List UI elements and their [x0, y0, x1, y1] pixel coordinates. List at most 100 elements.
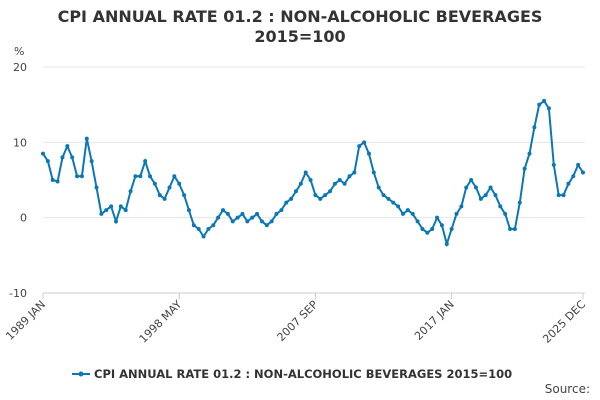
x-tick-label: 2017 JAN: [412, 298, 457, 343]
data-point: [245, 219, 250, 224]
data-point: [221, 208, 225, 213]
data-point: [259, 219, 264, 224]
data-point: [566, 181, 571, 186]
data-point: [298, 181, 303, 186]
data-point: [396, 204, 401, 209]
data-point: [50, 178, 55, 182]
data-point: [556, 193, 561, 198]
data-point: [99, 211, 104, 216]
data-point: [152, 181, 157, 186]
data-point: [347, 174, 352, 179]
data-point: [45, 159, 50, 164]
data-point: [225, 211, 230, 216]
data-point: [342, 181, 347, 186]
data-point: [318, 196, 323, 201]
data-point: [133, 174, 138, 179]
data-point: [118, 204, 123, 209]
data-point: [70, 155, 75, 160]
y-tick-label: 0: [20, 212, 27, 225]
data-point: [289, 196, 294, 201]
data-point: [551, 162, 556, 167]
data-point: [410, 211, 415, 216]
data-point: [376, 185, 381, 190]
data-point: [94, 185, 99, 190]
y-tick-label: 20: [13, 61, 27, 74]
x-tick-label: 2025 DEC: [540, 298, 588, 346]
data-point: [148, 174, 153, 179]
data-point: [439, 223, 444, 228]
data-point: [167, 185, 172, 190]
data-point: [162, 196, 167, 201]
data-point: [352, 170, 357, 175]
data-point: [522, 166, 527, 171]
data-point: [230, 219, 235, 224]
data-point: [113, 219, 118, 224]
data-point: [527, 151, 532, 156]
data-point: [269, 219, 274, 224]
data-point: [415, 219, 420, 224]
data-point: [512, 226, 517, 231]
data-point: [41, 151, 45, 156]
data-point: [274, 211, 279, 216]
data-point: [75, 174, 80, 179]
x-tick-label: 1998 MAY: [137, 298, 185, 346]
data-point: [366, 151, 371, 156]
source: Source:: [545, 382, 590, 396]
data-point: [371, 170, 376, 175]
data-point: [493, 193, 498, 198]
data-point: [143, 159, 148, 164]
data-point: [391, 200, 396, 205]
y-tick-label: -10: [9, 287, 27, 300]
data-point: [454, 211, 459, 216]
data-point: [337, 178, 342, 182]
data-point: [65, 144, 70, 149]
legend-label: CPI ANNUAL RATE 01.2 : NON-ALCOHOLIC BEV…: [94, 367, 512, 381]
data-point: [561, 193, 566, 198]
chart-title: CPI ANNUAL RATE 01.2 : NON-ALCOHOLIC BEV…: [58, 7, 543, 46]
data-point: [483, 193, 488, 198]
data-point: [255, 211, 260, 216]
series-line: [42, 99, 584, 248]
data-point: [293, 189, 298, 194]
data-point: [250, 215, 255, 220]
data-point: [332, 181, 337, 186]
data-point: [542, 98, 547, 103]
data-point: [576, 162, 581, 167]
data-point: [123, 208, 128, 213]
data-point: [138, 174, 143, 179]
data-point: [488, 185, 493, 190]
data-point: [104, 208, 109, 213]
data-point: [459, 204, 464, 209]
data-point: [508, 226, 513, 231]
data-point: [157, 193, 162, 198]
data-point: [362, 140, 367, 145]
y-axis-label: %: [14, 45, 24, 58]
data-point: [478, 196, 483, 201]
data-point: [328, 189, 333, 194]
data-point: [201, 234, 206, 239]
data-point: [546, 106, 551, 111]
data-point: [464, 185, 469, 190]
data-point: [128, 189, 133, 194]
data-point: [425, 230, 430, 235]
data-point: [206, 226, 211, 231]
y-tick-label: 10: [13, 136, 27, 149]
legend-item: CPI ANNUAL RATE 01.2 : NON-ALCOHOLIC BEV…: [72, 367, 512, 381]
x-tick-label: 2007 SEP: [275, 298, 321, 344]
data-point: [498, 204, 503, 209]
data-point: [420, 226, 425, 231]
data-point: [430, 226, 435, 231]
data-point: [571, 174, 576, 179]
data-point: [284, 200, 289, 205]
data-point: [308, 178, 313, 182]
data-point: [323, 193, 328, 198]
data-point: [401, 211, 405, 216]
data-point: [449, 226, 454, 231]
data-point: [186, 208, 191, 213]
data-point: [216, 215, 221, 220]
data-point: [79, 174, 84, 179]
x-tick-label: 1989 JAN: [3, 298, 48, 343]
data-point: [264, 223, 269, 228]
data-point: [469, 178, 474, 182]
